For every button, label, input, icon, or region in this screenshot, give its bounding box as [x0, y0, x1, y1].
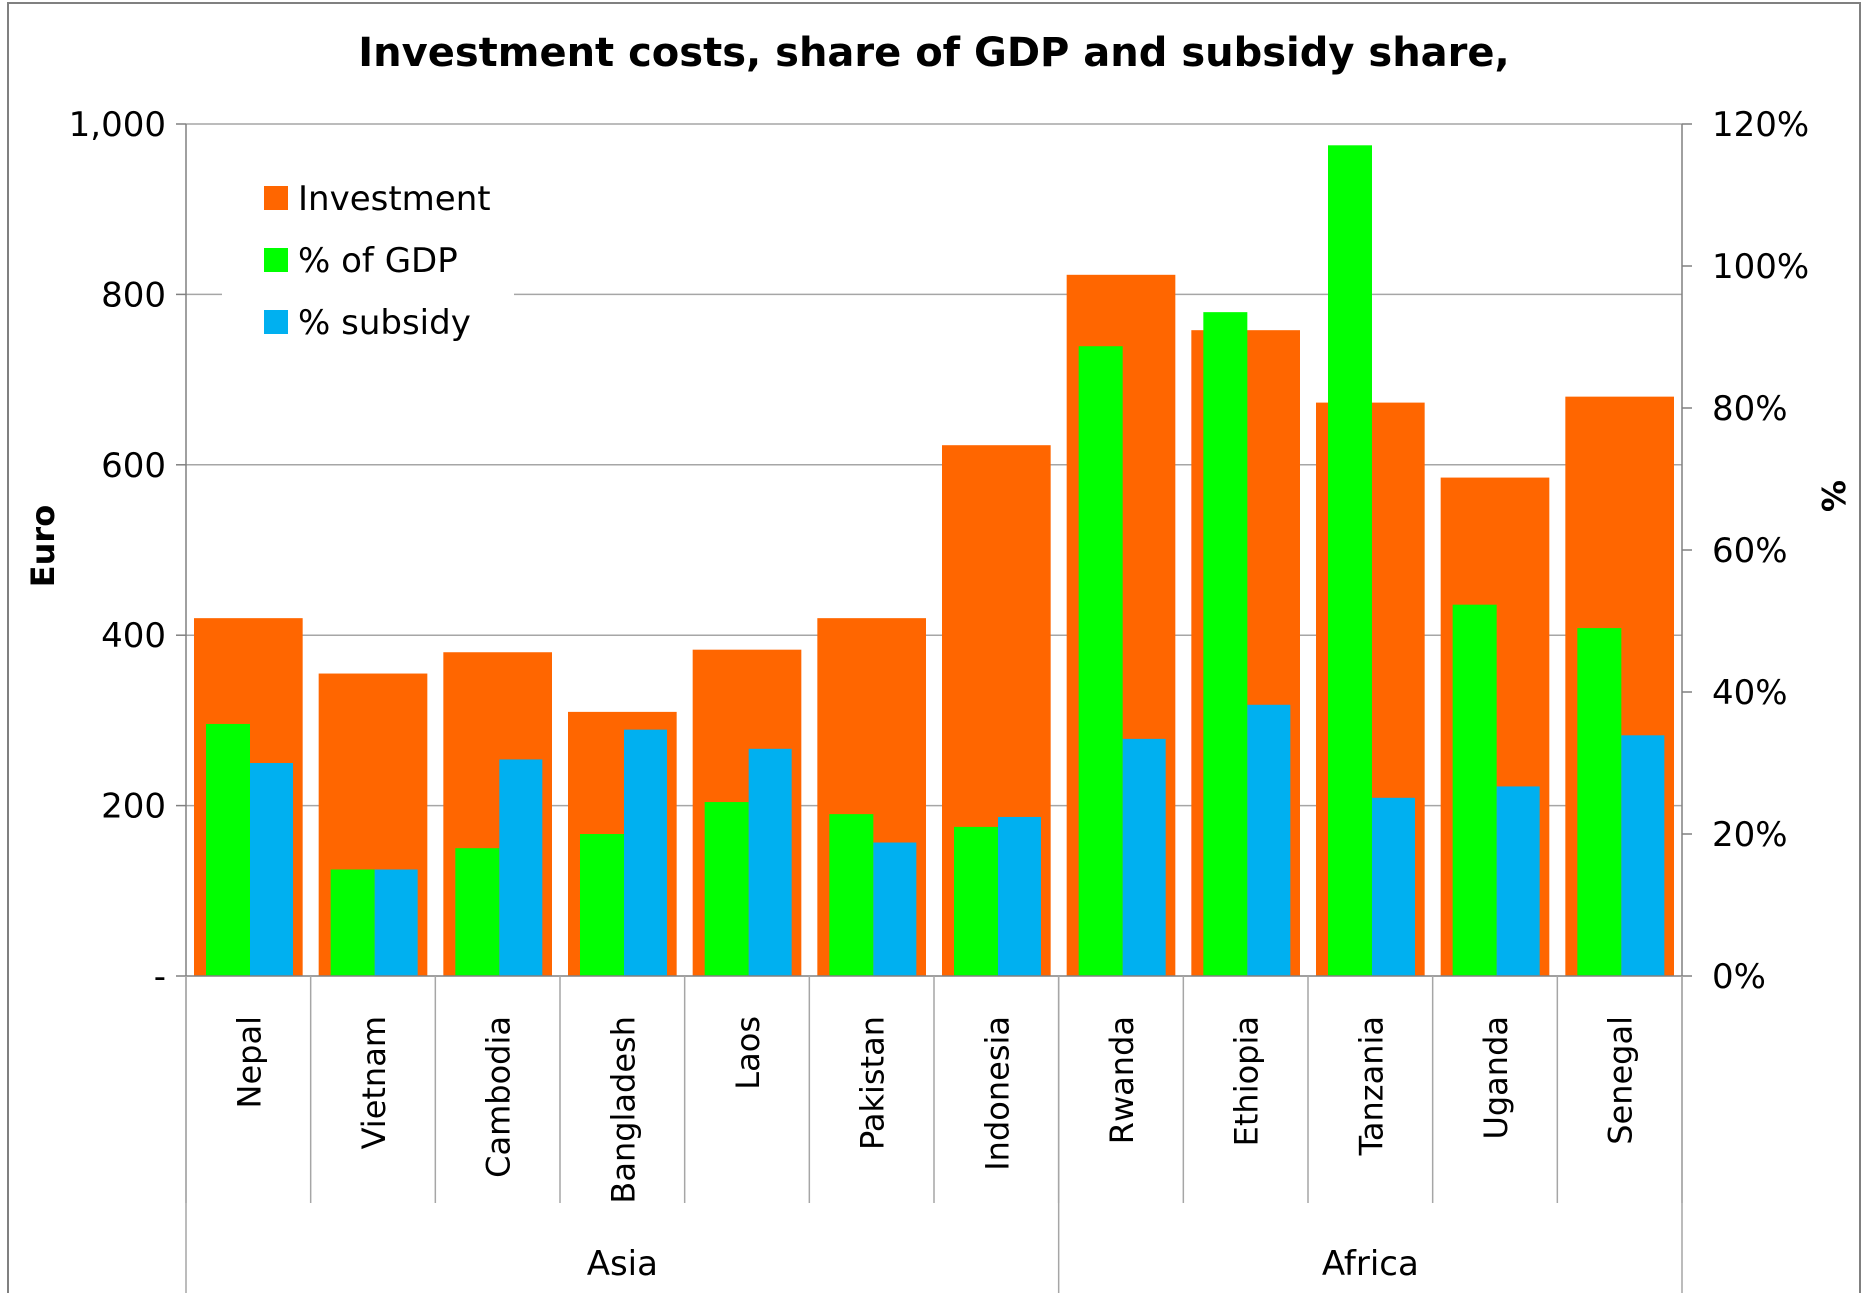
y-right-tick-label: 100% [1712, 247, 1809, 287]
axes: - 200 400 600 800 1,000 0% 20% 40% 60% 80% 100% 120%… [69, 105, 1809, 1293]
y-right-tick-label: 20% [1712, 815, 1788, 855]
y-left-tick-label: 200 [101, 787, 166, 827]
bar-pct-subsidy [998, 816, 1041, 976]
y-right-tick-label: 0% [1712, 957, 1766, 997]
bar-pct-subsidy [250, 763, 293, 976]
category-label: Bangladesh [604, 1016, 642, 1204]
bar-pct-gdp [455, 848, 500, 976]
bar-pct-subsidy [748, 748, 792, 976]
y-left-tick-label: 400 [101, 616, 166, 656]
legend: Investment % of GDP % subsidy [222, 162, 514, 352]
bar-pct-subsidy [1621, 735, 1665, 976]
bar-pct-gdp [1577, 628, 1622, 976]
y-axis-left-title: Euro [24, 505, 62, 587]
y-right-tick-label: 60% [1712, 531, 1788, 571]
bar-pct-gdp [206, 723, 250, 976]
category-label: Senegal [1602, 1016, 1640, 1145]
y-left-tick-label: - [154, 957, 166, 997]
bar-pct-gdp [1452, 604, 1497, 976]
y-right-tick-label: 120% [1712, 105, 1809, 145]
y-axis-right-title: % [1814, 480, 1852, 512]
category-label: Pakistan [854, 1016, 892, 1150]
legend-swatch [264, 186, 288, 210]
category-label: Uganda [1477, 1016, 1515, 1140]
category-label: Laos [729, 1016, 767, 1090]
chart-title: Investment costs, share of GDP and subsi… [358, 30, 1509, 76]
y-left-tick-label: 600 [101, 446, 166, 486]
y-left-tick-label: 1,000 [69, 105, 166, 145]
bar-pct-subsidy [624, 729, 667, 976]
legend-label: % subsidy [298, 303, 471, 343]
category-label: Rwanda [1103, 1016, 1141, 1144]
bar-pct-gdp [704, 802, 749, 976]
bar-pct-subsidy [1372, 797, 1415, 976]
y-left-tick-label: 800 [101, 275, 166, 315]
category-label: Cambodia [480, 1016, 518, 1178]
bar-pct-gdp [1328, 145, 1372, 977]
bars [194, 145, 1674, 977]
bar-pct-gdp [330, 869, 375, 976]
bar-pct-subsidy [1247, 704, 1291, 976]
category-label: Vietnam [355, 1016, 393, 1149]
bar-pct-gdp [1203, 312, 1248, 976]
bar-pct-gdp [1078, 346, 1123, 977]
bar-pct-subsidy [1122, 738, 1166, 976]
bar-pct-subsidy [873, 842, 917, 976]
legend-label: % of GDP [298, 241, 458, 281]
category-label: Tanzania [1352, 1016, 1390, 1156]
y-right-tick-label: 40% [1712, 673, 1788, 713]
bar-pct-gdp [580, 834, 624, 976]
bar-pct-subsidy [499, 759, 543, 976]
bar-pct-gdp [829, 814, 874, 976]
bar-pct-subsidy [1496, 786, 1540, 976]
legend-label: Investment [298, 179, 491, 219]
gridlines [186, 123, 1682, 807]
group-label: Africa [1322, 1244, 1419, 1284]
y-right-tick-label: 80% [1712, 389, 1788, 429]
category-label: Nepal [230, 1016, 268, 1108]
category-label: Ethiopia [1228, 1016, 1266, 1146]
category-label: Indonesia [978, 1016, 1016, 1171]
bar-pct-gdp [954, 826, 998, 976]
group-label: Asia [587, 1244, 658, 1284]
bar-pct-subsidy [374, 869, 418, 976]
legend-swatch [264, 248, 288, 272]
legend-swatch [264, 310, 288, 334]
